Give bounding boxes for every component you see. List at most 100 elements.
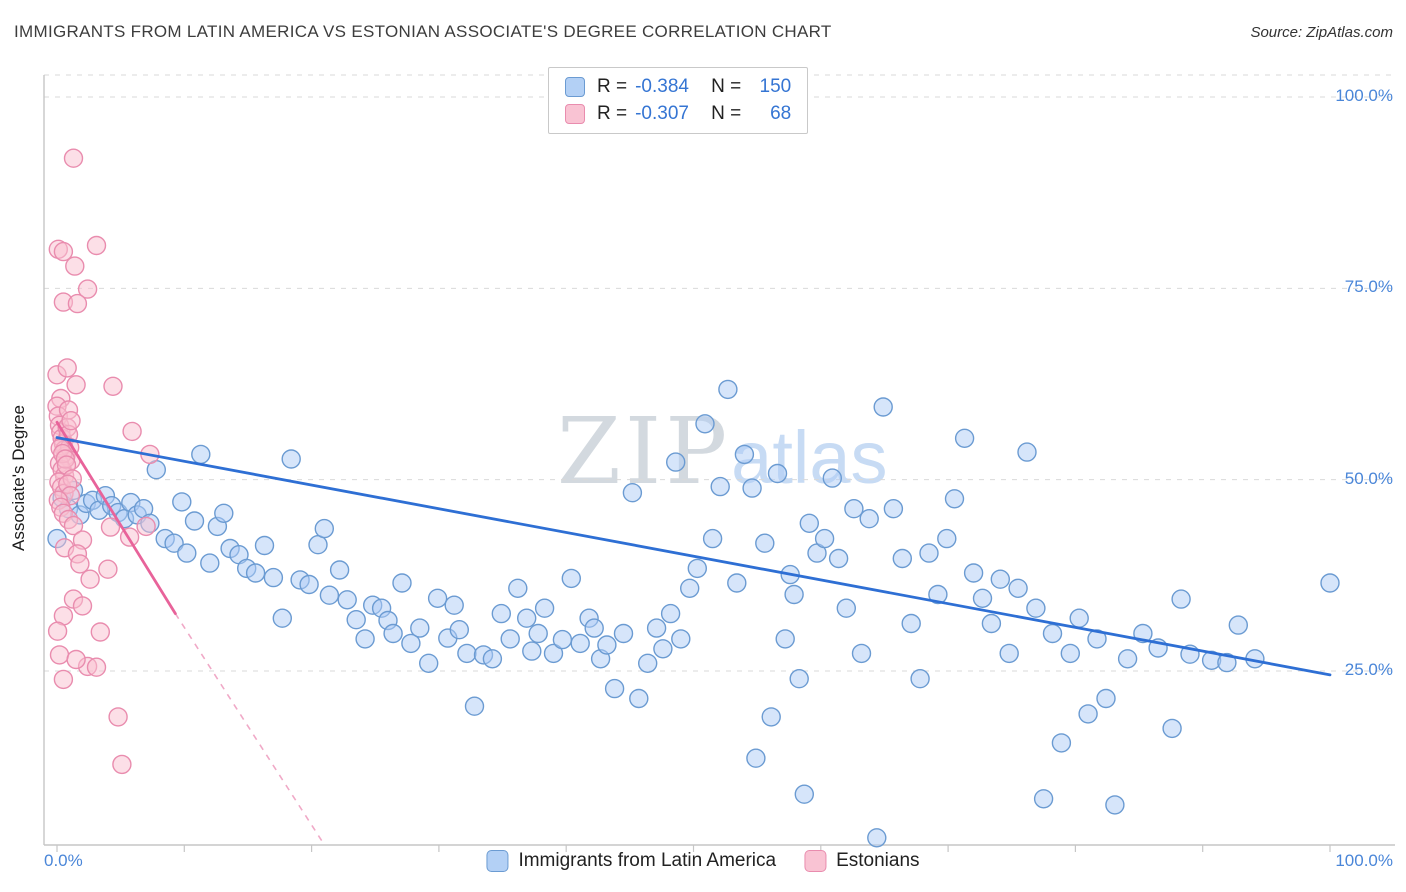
point-immigrants-from-latin-america [177,543,197,563]
point-estonians [112,754,132,775]
point-immigrants-from-latin-america [742,478,762,498]
legend-swatch-pink [804,850,827,872]
x-axis-max-label: 100.0% [1335,851,1393,870]
point-immigrants-from-latin-america [410,618,430,638]
source-attribution: Source: ZipAtlas.com [1250,24,1393,41]
point-immigrants-from-latin-america [901,613,921,634]
point-immigrants-from-latin-america [299,574,319,595]
point-estonians [100,517,121,537]
point-immigrants-from-latin-america [184,511,205,531]
point-immigrants-from-latin-america [919,543,939,563]
point-immigrants-from-latin-america [999,643,1019,664]
point-immigrants-from-latin-america [653,639,673,659]
point-immigrants-from-latin-america [329,560,350,580]
point-immigrants-from-latin-america [449,620,469,640]
trend-line-estonians-extension [174,613,326,846]
point-immigrants-from-latin-america [687,558,707,579]
y-tick-label: 100.0% [1335,86,1393,105]
point-immigrants-from-latin-america [629,688,649,709]
point-estonians [90,622,111,642]
point-immigrants-from-latin-america [702,528,723,549]
point-estonians [103,376,123,396]
point-immigrants-from-latin-america [1228,615,1249,635]
point-immigrants-from-latin-america [828,548,849,569]
watermark-zip: ZIP [557,398,732,505]
point-immigrants-from-latin-america [727,573,747,593]
point-immigrants-from-latin-america [1117,649,1138,669]
point-immigrants-from-latin-america [482,649,503,669]
stats-legend: R = -0.384 N = 150 R = -0.307 N = 68 [548,67,809,134]
point-estonians [77,279,98,299]
point-estonians [86,235,107,256]
point-estonians [63,148,84,168]
point-immigrants-from-latin-america [1320,573,1340,593]
point-immigrants-from-latin-america [491,603,511,624]
point-estonians [136,516,156,537]
point-immigrants-from-latin-america [963,563,984,583]
n-label: N = [711,103,742,124]
point-estonians [80,569,100,589]
point-estonians [72,596,93,616]
point-immigrants-from-latin-america [859,509,879,529]
point-estonians [57,358,77,378]
point-immigrants-from-latin-america [718,379,738,400]
r-label: R = [597,76,628,97]
legend-swatch-blue [565,77,585,97]
point-immigrants-from-latin-america [666,452,686,472]
point-immigrants-from-latin-america [337,590,357,610]
point-estonians [47,621,68,641]
point-immigrants-from-latin-america [883,499,904,519]
point-immigrants-from-latin-america [552,629,573,650]
point-immigrants-from-latin-america [314,518,334,539]
point-immigrants-from-latin-america [822,468,842,488]
point-immigrants-from-latin-america [522,641,542,661]
point-immigrants-from-latin-america [281,449,301,469]
point-immigrants-from-latin-america [928,584,948,605]
point-estonians [65,256,85,276]
point-immigrants-from-latin-america [1008,578,1028,598]
point-immigrants-from-latin-america [392,573,412,593]
point-immigrants-from-latin-america [1060,643,1081,664]
point-immigrants-from-latin-america [710,476,730,497]
point-immigrants-from-latin-america [444,595,464,615]
point-immigrants-from-latin-america [767,463,788,484]
point-immigrants-from-latin-america [814,528,835,549]
point-immigrants-from-latin-america [1051,733,1072,753]
legend-label-latin-america: Immigrants from Latin America [518,850,777,871]
point-immigrants-from-latin-america [990,569,1010,589]
point-immigrants-from-latin-america [775,629,795,649]
point-estonians [53,669,74,690]
point-immigrants-from-latin-america [427,588,448,608]
point-immigrants-from-latin-america [613,623,634,644]
point-immigrants-from-latin-america [910,669,930,689]
point-immigrants-from-latin-america [680,578,700,598]
point-immigrants-from-latin-america [245,563,266,583]
point-immigrants-from-latin-america [937,528,957,549]
point-estonians [49,645,70,665]
n-value: 68 [770,103,792,124]
point-immigrants-from-latin-america [734,444,755,465]
y-axis-label: Associate's Degree [9,405,28,551]
point-immigrants-from-latin-america [308,535,328,555]
point-immigrants-from-latin-america [799,513,819,533]
point-immigrants-from-latin-america [646,618,667,638]
point-estonians [66,649,86,670]
point-estonians [63,515,84,536]
point-immigrants-from-latin-america [867,828,887,848]
chart-title: IMMIGRANTS FROM LATIN AMERICA VS ESTONIA… [14,22,832,41]
point-immigrants-from-latin-america [604,678,625,699]
point-estonians [70,554,90,574]
point-immigrants-from-latin-america [543,643,564,664]
r-value: -0.307 [635,103,689,124]
point-immigrants-from-latin-america [638,653,658,673]
point-immigrants-from-latin-america [873,397,893,417]
watermark: ZIP atlas [557,398,887,505]
point-immigrants-from-latin-america [346,610,366,630]
point-immigrants-from-latin-america [1026,598,1046,618]
point-immigrants-from-latin-america [517,608,537,628]
legend-swatch-pink [565,104,585,124]
point-immigrants-from-latin-america [401,633,421,654]
point-estonians [53,241,74,262]
